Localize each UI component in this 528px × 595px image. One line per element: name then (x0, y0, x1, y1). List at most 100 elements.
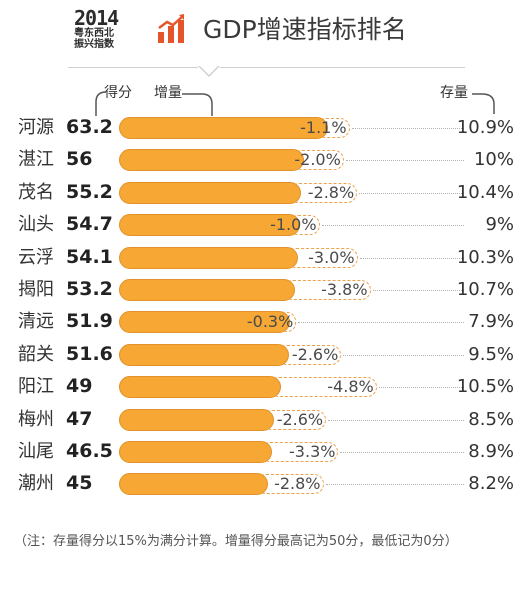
leader-line (325, 484, 464, 486)
leader-line (345, 160, 464, 162)
score-bar (119, 214, 300, 237)
increment-label: -0.3% (246, 312, 294, 332)
header-divider (220, 67, 465, 68)
score-label: 56 (66, 148, 93, 171)
leader-line (321, 225, 464, 227)
score-bar (119, 117, 328, 139)
city-label: 云浮 (18, 246, 54, 268)
score-bracket (95, 91, 107, 116)
leader-line (359, 257, 464, 259)
score-label: 55.2 (66, 180, 113, 203)
logo-line2: 振兴指数 (74, 39, 114, 50)
footnote: （注：存量得分以15%为满分计算。增量得分最高记为50分，最低记为0分） (14, 534, 458, 549)
table-row: 韶关 51.6 -2.6% 9.5% (0, 338, 528, 371)
increment-label: -2.8% (274, 474, 321, 494)
stock-bracket (472, 93, 495, 114)
stock-label: 10.3% (456, 246, 514, 268)
score-label: 46.5 (66, 440, 113, 462)
stock-label: 9.5% (468, 343, 514, 365)
score-bar (119, 181, 302, 204)
leader-line (378, 387, 464, 389)
column-header-increment: 增量 (154, 85, 182, 101)
score-label: 63.2 (66, 116, 113, 138)
score-bar (119, 149, 304, 172)
logo: 2014 粤东西北 振兴指数 (74, 6, 134, 50)
stock-label: 9% (485, 214, 514, 236)
score-bar (119, 408, 275, 431)
table-row: 阳江 49 -4.8% 10.5% (0, 370, 528, 403)
increment-label: -3.3% (289, 442, 336, 461)
table-row: 揭阳 53.2 -3.8% 10.7% (0, 273, 528, 306)
score-bar (119, 343, 290, 366)
score-bar (119, 279, 295, 301)
leader-line (328, 419, 464, 421)
score-bar (119, 376, 281, 399)
table-row: 云浮 54.1 -3.0% 10.3% (0, 241, 528, 274)
stock-label: 10.7% (456, 279, 514, 300)
logo-line1: 粤东西北 (74, 28, 114, 39)
stock-label: 10.9% (456, 117, 514, 138)
leader-line (359, 192, 464, 194)
score-bar (119, 441, 273, 463)
stock-label: 10.5% (456, 376, 514, 398)
table-row: 梅州 47 -2.6% 8.5% (0, 403, 528, 436)
city-label: 汕尾 (18, 441, 54, 462)
column-header-stock: 存量 (440, 85, 468, 101)
score-label: 47 (66, 407, 93, 430)
table-row: 汕头 54.7 -1.0% 9% (0, 208, 528, 241)
table-row: 潮州 45 -2.8% 8.2% (0, 467, 528, 500)
increment-label: -2.6% (276, 409, 324, 429)
score-label: 51.9 (66, 310, 113, 333)
city-label: 梅州 (18, 408, 54, 430)
stock-label: 8.9% (468, 441, 514, 462)
stock-label: 10% (473, 149, 514, 171)
increment-label: -1.0% (270, 215, 317, 235)
city-label: 韶关 (18, 343, 54, 365)
increment-label: -2.6% (291, 344, 339, 364)
table-row: 湛江 56 -2.0% 10% (0, 143, 528, 176)
increment-bracket (182, 93, 213, 116)
leader-line (340, 452, 464, 453)
bar-chart-icon (158, 14, 184, 43)
city-label: 清远 (18, 311, 54, 333)
increment-label: -3.0% (308, 247, 355, 267)
stock-label: 7.9% (468, 311, 514, 333)
page-title: GDP增速指标排名 (203, 15, 407, 44)
score-label: 53.2 (66, 278, 113, 300)
city-label: 茂名 (18, 181, 54, 203)
increment-label: -2.0% (294, 150, 341, 170)
increment-label: -3.8% (321, 280, 368, 299)
score-bar (119, 246, 298, 269)
score-label: 49 (66, 375, 93, 398)
score-label: 51.6 (66, 342, 113, 365)
table-row: 清远 51.9 -0.3% 7.9% (0, 305, 528, 338)
stock-label: 10.4% (456, 181, 514, 203)
score-label: 45 (66, 472, 93, 495)
increment-label: -4.8% (327, 377, 374, 397)
column-header-score: 得分 (104, 85, 132, 101)
stock-label: 8.5% (468, 408, 514, 430)
city-label: 汕头 (18, 214, 54, 236)
stock-label: 8.2% (468, 473, 514, 495)
score-bar (119, 311, 291, 334)
table-row: 茂名 55.2 -2.8% 10.4% (0, 176, 528, 209)
logo-year: 2014 (74, 6, 119, 30)
leader-line (298, 322, 464, 324)
city-label: 揭阳 (18, 279, 54, 300)
city-label: 潮州 (18, 473, 54, 495)
increment-label: -1.1% (300, 118, 347, 137)
score-label: 54.7 (66, 213, 113, 236)
score-label: 54.1 (66, 245, 113, 268)
city-label: 湛江 (18, 149, 54, 171)
increment-label: -2.8% (307, 182, 355, 202)
leader-line (343, 354, 464, 356)
score-bar (119, 473, 268, 496)
table-row: 河源 63.2 -1.1% 10.9% (0, 111, 528, 144)
header-divider (68, 67, 198, 68)
leader-line (351, 128, 464, 129)
header-notch (198, 65, 220, 77)
leader-line (372, 290, 464, 291)
table-row: 汕尾 46.5 -3.3% 8.9% (0, 435, 528, 468)
city-label: 阳江 (18, 376, 54, 398)
city-label: 河源 (18, 117, 54, 138)
